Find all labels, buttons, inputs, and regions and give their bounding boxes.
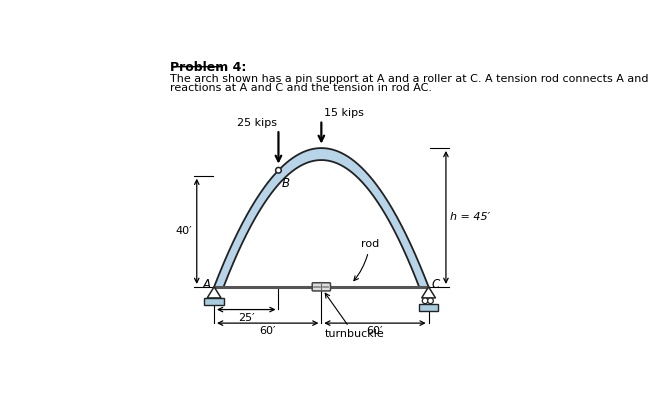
Polygon shape [422, 287, 435, 298]
Text: C: C [431, 278, 439, 291]
Text: 25 kips: 25 kips [236, 118, 276, 128]
Polygon shape [207, 287, 221, 298]
Text: The arch shown has a pin support at A and a roller at C. A tension rod connects : The arch shown has a pin support at A an… [170, 74, 649, 84]
FancyBboxPatch shape [312, 283, 330, 291]
Text: B: B [282, 177, 289, 190]
Circle shape [276, 167, 281, 173]
Polygon shape [419, 304, 438, 310]
Text: h = 45′: h = 45′ [450, 212, 491, 222]
Text: 15 kips: 15 kips [324, 108, 364, 118]
Polygon shape [214, 148, 428, 287]
Text: turnbuckle: turnbuckle [324, 293, 384, 339]
Polygon shape [204, 298, 224, 305]
Text: 25′: 25′ [238, 313, 254, 323]
Text: A: A [202, 278, 210, 291]
Text: 40′: 40′ [176, 226, 192, 236]
Text: reactions at A and C and the tension in rod AC.: reactions at A and C and the tension in … [170, 83, 432, 93]
Text: 60′: 60′ [260, 326, 276, 336]
Text: rod: rod [354, 239, 379, 281]
Circle shape [428, 298, 434, 304]
Text: Problem 4:: Problem 4: [170, 61, 247, 74]
Text: 60′: 60′ [367, 326, 383, 336]
Circle shape [422, 298, 428, 304]
